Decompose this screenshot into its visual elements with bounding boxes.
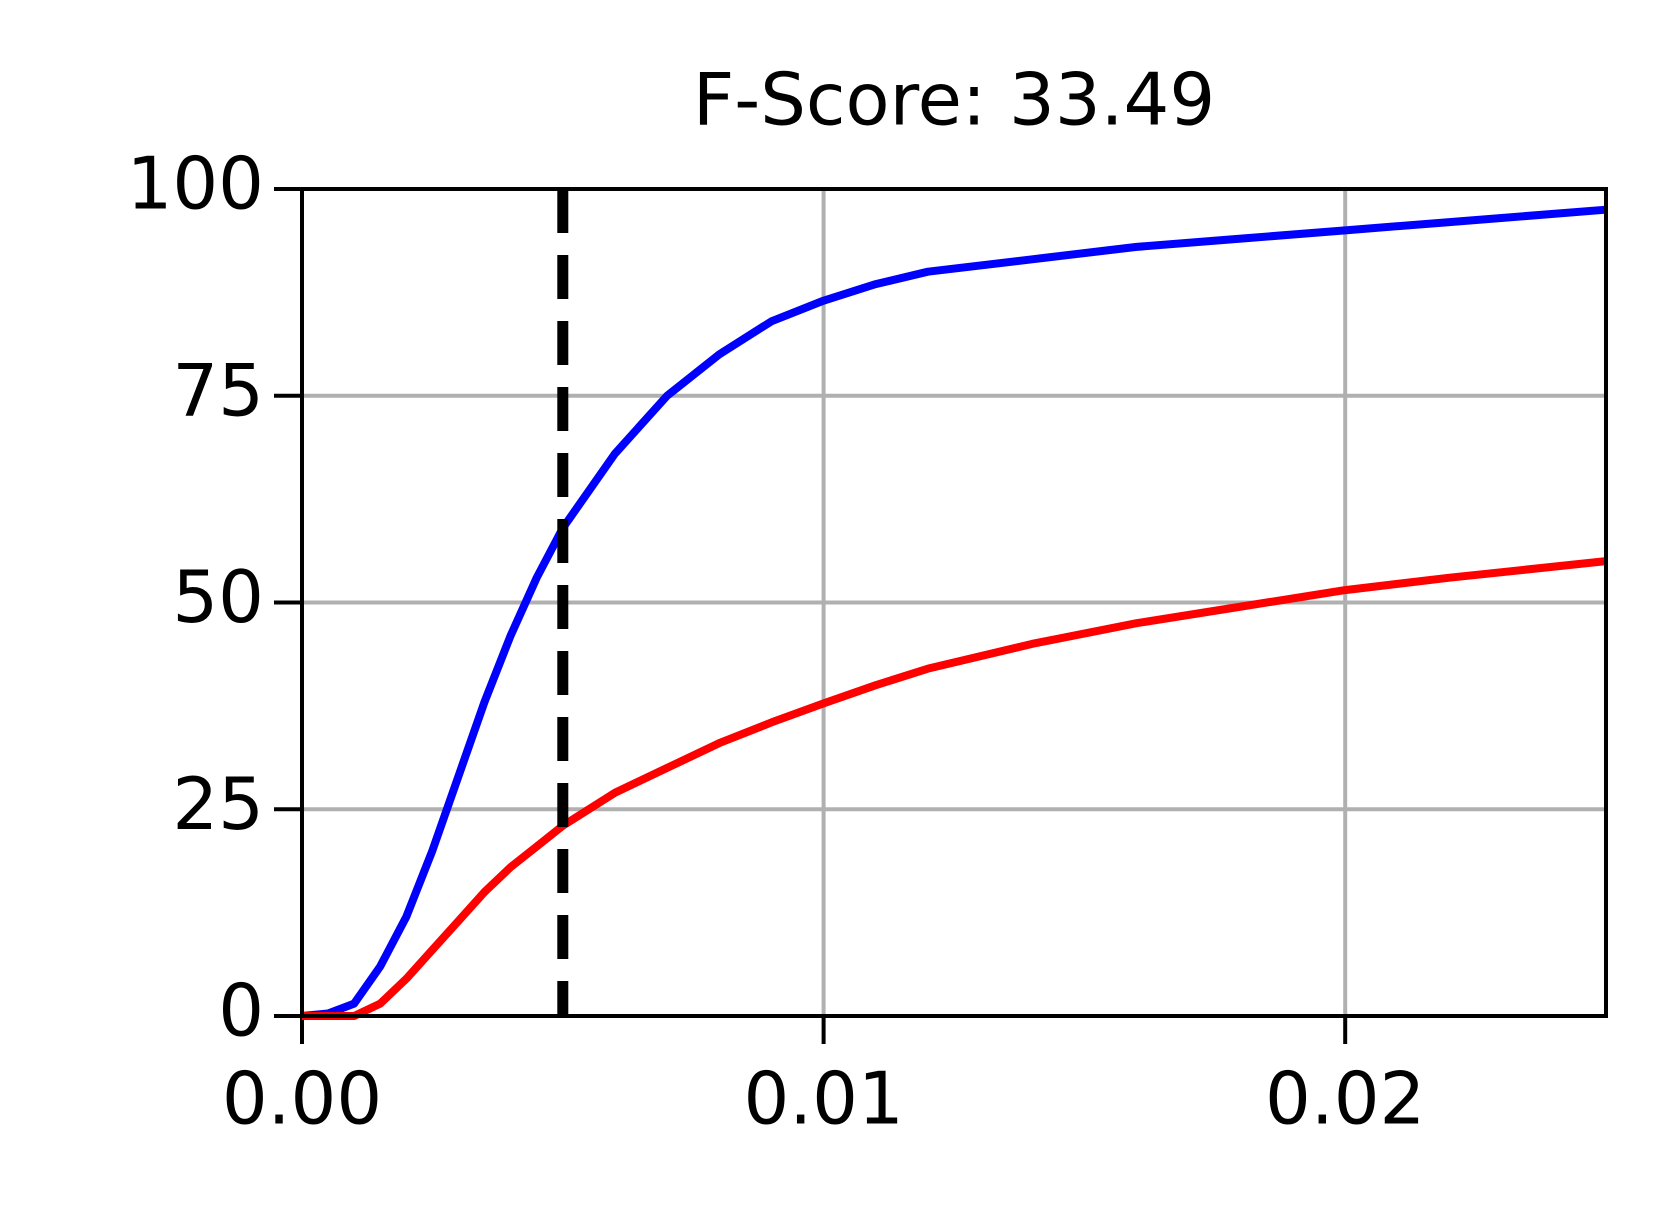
- y-tick-label: 25: [172, 762, 264, 846]
- x-tick-label: 0.01: [743, 1057, 903, 1141]
- x-tick-label: 0.00: [222, 1057, 382, 1141]
- y-tick-label: 75: [172, 348, 264, 432]
- x-tick-label: 0.02: [1265, 1057, 1425, 1141]
- y-tick-label: 0: [218, 969, 264, 1053]
- series-line: [301, 205, 1607, 1020]
- chart-title: F-Score: 33.49: [693, 58, 1215, 142]
- series-line: [302, 557, 1607, 1020]
- y-tick-label: 50: [172, 555, 264, 639]
- plot-frame: [300, 187, 1608, 1018]
- y-tick-label: 100: [127, 142, 264, 226]
